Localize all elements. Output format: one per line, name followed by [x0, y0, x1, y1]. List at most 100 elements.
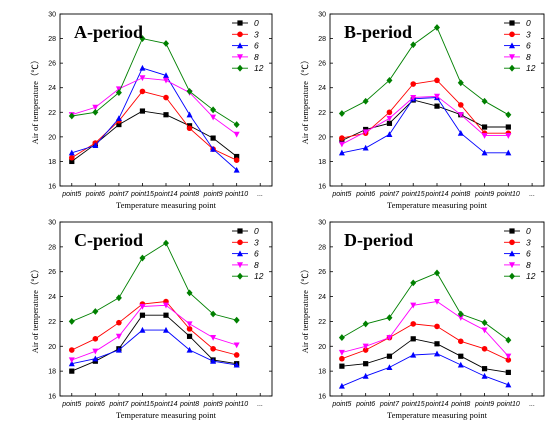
- data-point-0: [434, 103, 440, 109]
- data-point-8: [434, 93, 440, 100]
- y-axis-label: Air of temperature（℃）: [30, 265, 40, 354]
- data-point-6: [481, 149, 488, 156]
- y-tick-label: 22: [318, 110, 326, 117]
- data-point-0: [69, 158, 75, 165]
- data-point-0: [386, 353, 393, 359]
- legend-label: 8: [526, 52, 531, 62]
- data-point-12: [362, 97, 369, 105]
- data-point-3: [386, 109, 393, 116]
- x-tick-label: point10: [224, 191, 248, 198]
- data-point-6: [115, 346, 122, 353]
- data-point-12: [210, 106, 217, 114]
- y-tick-label: 30: [318, 12, 326, 19]
- data-point-0: [163, 112, 169, 118]
- y-tick-label: 20: [48, 134, 56, 141]
- x-tick-label: point7: [108, 191, 129, 198]
- x-axis-label: Temperature measuring point: [116, 410, 217, 420]
- x-tick-label: point10: [496, 191, 520, 198]
- data-point-0: [139, 312, 146, 318]
- x-tick-label: point5: [61, 191, 81, 198]
- data-point-12: [338, 334, 345, 341]
- data-point-12: [115, 89, 122, 97]
- data-point-0: [186, 333, 193, 339]
- data-point-6: [386, 131, 393, 137]
- x-tick-label: point7: [379, 401, 400, 408]
- x-tick-label: point14: [425, 191, 449, 198]
- data-point-3: [339, 135, 345, 141]
- y-tick-label: 28: [318, 244, 326, 251]
- series-line-0: [71, 314, 237, 372]
- data-point-0: [505, 369, 511, 375]
- data-point-3: [233, 157, 240, 163]
- data-point-3: [457, 338, 464, 345]
- data-point-6: [186, 111, 193, 118]
- data-point-0: [481, 124, 488, 130]
- y-tick-label: 30: [48, 12, 56, 19]
- data-point-0: [481, 366, 488, 372]
- data-point-12: [115, 294, 122, 302]
- y-tick-label: 16: [48, 184, 56, 191]
- data-point-6: [434, 350, 440, 357]
- data-point-3: [457, 102, 464, 108]
- legend-marker-6: [509, 42, 515, 49]
- data-point-8: [338, 141, 345, 148]
- x-tick-label: point5: [61, 401, 81, 408]
- y-tick-label: 16: [318, 394, 326, 401]
- data-point-8: [210, 114, 217, 121]
- x-axis-label: Temperature measuring point: [387, 410, 488, 420]
- x-tick-label: point7: [108, 401, 129, 408]
- data-point-0: [339, 363, 345, 369]
- legend-marker-6: [237, 42, 243, 49]
- x-tick-label-extra: ...: [529, 191, 535, 198]
- data-point-8: [92, 348, 99, 355]
- data-point-8: [139, 303, 146, 310]
- legend-label: 8: [254, 52, 259, 62]
- data-point-3: [410, 81, 417, 87]
- data-point-6: [338, 382, 345, 389]
- legend-marker-3: [237, 31, 243, 38]
- x-tick-label: point14: [425, 401, 449, 408]
- data-point-12: [139, 254, 146, 262]
- series-line-8: [341, 301, 509, 357]
- data-point-8: [210, 334, 217, 341]
- x-tick-label: point9: [474, 401, 494, 408]
- legend-label: 3: [526, 237, 531, 247]
- data-point-12: [92, 108, 99, 116]
- data-point-12: [186, 289, 193, 297]
- legend-label: 12: [254, 63, 264, 73]
- data-point-12: [410, 279, 417, 287]
- data-point-6: [92, 142, 99, 149]
- legend-label: 0: [526, 18, 531, 28]
- data-point-6: [457, 361, 464, 368]
- data-point-8: [186, 321, 193, 328]
- legend-marker-8: [237, 262, 243, 269]
- legend-marker-0: [237, 228, 243, 234]
- panel-title: A-period: [74, 22, 143, 42]
- y-tick-label: 18: [48, 159, 56, 166]
- panel-title: B-period: [344, 22, 412, 42]
- data-point-8: [139, 75, 146, 82]
- series-line-6: [71, 67, 237, 171]
- data-point-6: [338, 149, 345, 156]
- series-line-6: [341, 97, 509, 154]
- legend-label: 12: [526, 271, 536, 281]
- data-point-12: [386, 314, 393, 322]
- data-point-6: [68, 360, 75, 367]
- data-point-3: [505, 357, 512, 363]
- data-point-0: [69, 368, 75, 374]
- data-point-8: [233, 131, 240, 138]
- y-tick-label: 26: [48, 269, 56, 276]
- data-point-0: [434, 341, 440, 347]
- legend-marker-8: [237, 54, 243, 61]
- legend-label: 12: [526, 63, 536, 73]
- data-point-0: [458, 353, 464, 359]
- series-line-12: [341, 272, 509, 341]
- data-point-12: [92, 308, 99, 315]
- data-point-12: [434, 269, 440, 277]
- legend-marker-8: [509, 262, 515, 269]
- data-point-0: [163, 312, 169, 318]
- y-tick-label: 30: [48, 220, 56, 227]
- data-point-12: [410, 41, 417, 49]
- legend-marker-6: [237, 250, 243, 257]
- data-point-6: [115, 115, 122, 122]
